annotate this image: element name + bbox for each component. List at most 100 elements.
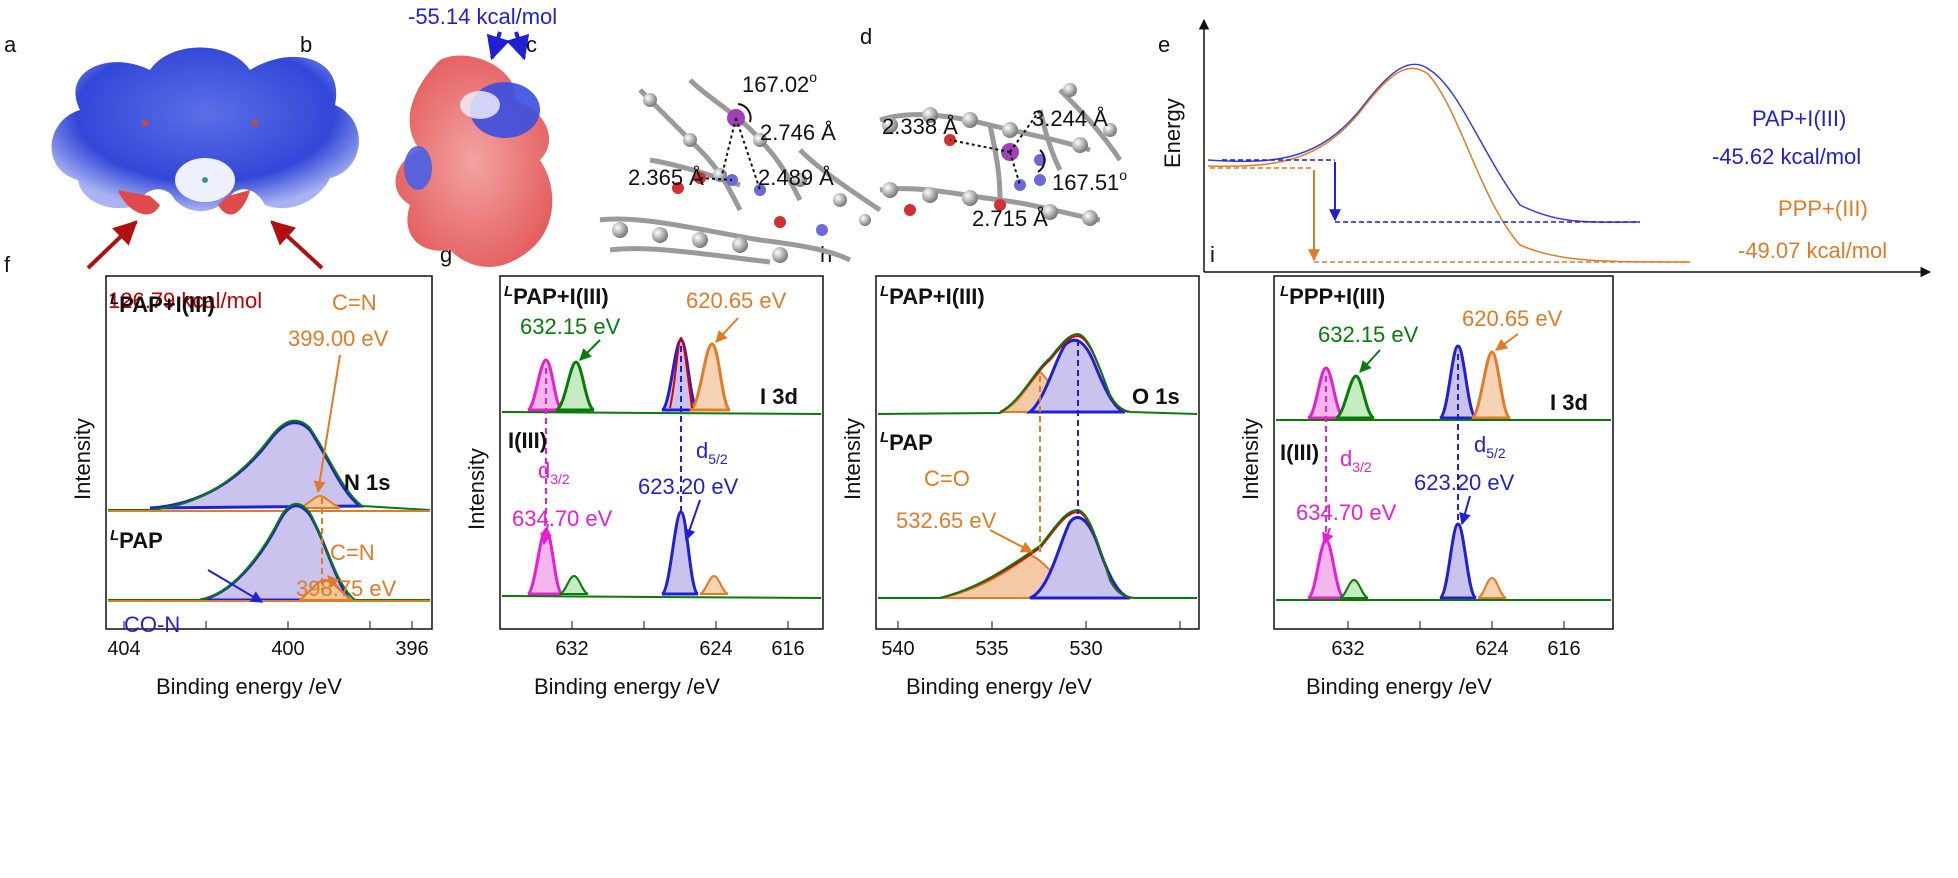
d52-label: d5/2	[696, 438, 728, 467]
energy-curve-pap	[1207, 63, 1641, 223]
tick-label: 400	[271, 638, 304, 660]
plot-frame	[875, 275, 1200, 630]
panel-a-esp-surface: 126.79 kcal/mol	[51, 47, 359, 313]
angle-arc	[737, 103, 752, 123]
panel-letter-b: b	[300, 32, 312, 57]
d52-label: d5/2	[1474, 432, 1506, 461]
main-peak-top	[1025, 338, 1126, 414]
plot-frame	[499, 275, 824, 630]
hbond-lines	[699, 117, 761, 191]
peak-d52-bottom	[1438, 522, 1478, 600]
tick-label: 616	[771, 638, 804, 660]
arrow-blue	[1459, 495, 1471, 526]
cn-peak-top	[299, 494, 341, 509]
con-label: CO-N	[124, 612, 180, 637]
spectrum-label-bottom: I(III)	[1280, 440, 1319, 465]
distance-label: 2.746 Å	[760, 120, 836, 145]
spectrum-raw-top	[108, 419, 431, 511]
angle-arc	[1037, 149, 1046, 173]
axis-ylabel: Intensity	[840, 418, 865, 500]
panel-d-structure: 2.338 Å 3.244 Å 167.51o 2.715 Å	[879, 83, 1127, 231]
panel-letters: a b c d e f g h i	[4, 24, 1215, 277]
distance-label: 2.489 Å	[758, 165, 834, 190]
arrow-green	[579, 339, 601, 361]
panel-letter-d: d	[860, 24, 872, 49]
panel-letter-c: c	[526, 32, 537, 57]
arrow-orange	[715, 317, 739, 343]
angle-label: 167.51o	[1052, 167, 1127, 195]
panel-f-xps-n1s: Intensity Binding energy /eV 404 400 396…	[70, 275, 433, 699]
panel-letter-e: e	[1158, 32, 1170, 57]
spectrum-raw-bottom	[108, 502, 430, 601]
tick-label: 530	[1069, 638, 1102, 660]
spectrum-label-bottom: I(III)	[508, 428, 547, 453]
panel-letter-i: i	[1210, 242, 1215, 267]
axis-ylabel: Intensity	[1238, 418, 1263, 500]
region-label: O 1s	[1132, 384, 1180, 409]
axis-xlabel: Binding energy /eV	[906, 674, 1092, 699]
panel-e-energy-diagram: Energy PAP+I(III) -45.62 kcal/mol PPP+(I…	[1160, 18, 1932, 278]
peak-orange-bottom	[699, 574, 729, 595]
peak-d32-top	[526, 358, 564, 412]
tick-label: 632	[555, 638, 588, 660]
panel-i-xps-i3d: Intensity Binding energy /eV 632 624 616…	[1238, 275, 1614, 699]
peak-d52-top	[1438, 344, 1478, 420]
cn-label-bottom: C=N	[330, 540, 375, 565]
distance-label: 2.715 Å	[972, 206, 1048, 231]
spectrum-label-top: LPAP+I(III)	[880, 283, 985, 309]
cn-arrow-bottom	[327, 575, 351, 601]
baseline-top	[501, 411, 822, 415]
peak-green-bottom	[1339, 578, 1369, 599]
peak-d52-bottom	[660, 510, 700, 596]
x-ticks: 632 624 616	[555, 621, 805, 660]
esp-surface-red-edge	[118, 190, 250, 215]
arrow-magenta	[540, 523, 553, 546]
spectrum-label-top: LPPP+I(III)	[1280, 283, 1385, 309]
d52-value: 623.20 eV	[1414, 470, 1515, 495]
spectrum-raw-top	[877, 332, 1198, 415]
distance-label: 2.365 Å	[628, 165, 704, 190]
cn-value-top: 399.00 eV	[288, 326, 389, 351]
arrow-left	[86, 220, 138, 270]
peak-label-green: 632.15 eV	[520, 314, 621, 339]
distance-label: 2.338 Å	[882, 114, 958, 139]
tick-label: 540	[881, 638, 914, 660]
peak-green-top	[555, 360, 596, 412]
peak-orange-bottom	[1477, 576, 1507, 599]
energy-axis-label: Energy	[1160, 98, 1185, 168]
panel-h-xps-o1s: Intensity Binding energy /eV 540 535 530…	[840, 275, 1200, 699]
peak-d52-red-top	[669, 336, 693, 409]
x-ticks: 632 624 616	[1331, 621, 1581, 660]
esp-value-a: 126.79 kcal/mol	[108, 288, 262, 313]
peak-orange-top	[1470, 350, 1512, 420]
d32-label: d3/2	[1340, 446, 1372, 475]
plot-frame	[105, 275, 433, 630]
tick-label: 632	[1331, 638, 1364, 660]
esp-value-b: -55.14 kcal/mol	[408, 4, 557, 29]
panel-g-xps-i3d: Intensity Binding energy /eV 632 624 616…	[464, 275, 824, 699]
spectrum-label-top: LPAP+I(III)	[110, 291, 215, 317]
ppp-value: -49.07 kcal/mol	[1738, 238, 1887, 263]
pap-label: PAP+I(III)	[1752, 106, 1846, 131]
region-label: N 1s	[344, 470, 390, 495]
esp-white-region	[460, 91, 500, 119]
cn-label-top: C=N	[332, 290, 377, 315]
co-value: 532.65 eV	[896, 508, 997, 533]
spectrum-label-top: LPAP+I(III)	[504, 283, 609, 309]
arrow-blue	[683, 499, 701, 542]
region-label: I 3d	[1550, 390, 1588, 415]
d32-value: 634.70 eV	[512, 506, 613, 531]
panel-letter-a: a	[4, 32, 17, 57]
baseline-bottom	[501, 595, 822, 599]
d32-value: 634.70 eV	[1296, 500, 1397, 525]
esp-surface-blue	[51, 47, 359, 212]
arrow-green	[1359, 349, 1381, 373]
arrow-left	[486, 31, 510, 61]
co-label: C=O	[924, 466, 970, 491]
spectrum-label-bottom: LPAP	[110, 527, 163, 553]
panel-c-structure: 167.02o 2.746 Å 2.365 Å 2.489 Å	[599, 69, 882, 265]
pap-value: -45.62 kcal/mol	[1712, 144, 1861, 169]
peak-label-orange: 620.65 eV	[686, 288, 787, 313]
arrow-right	[270, 220, 324, 270]
panel-b-esp-complex: -55.14 kcal/mol	[395, 4, 557, 267]
